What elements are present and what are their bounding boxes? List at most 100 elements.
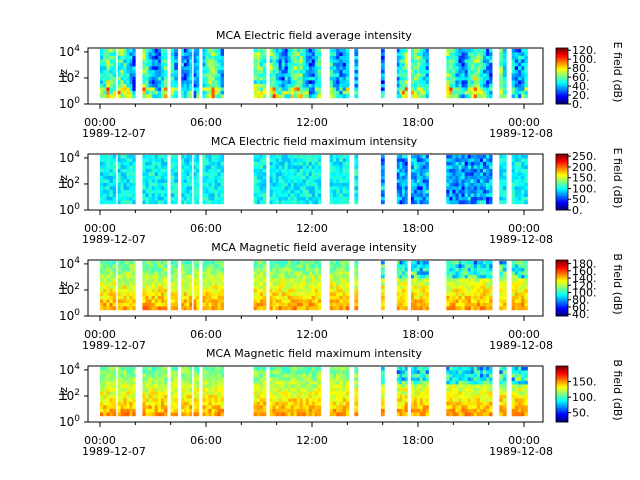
spectrogram-cell <box>464 288 469 293</box>
spectrogram-cell <box>196 295 200 300</box>
spectrogram-cell <box>157 285 162 290</box>
spectrogram-cell <box>103 387 107 392</box>
spectrogram-cell <box>186 278 190 283</box>
spectrogram-cell <box>299 281 304 286</box>
spectrogram-cell <box>170 267 175 272</box>
spectrogram-cell <box>511 260 516 265</box>
spectrogram-cell <box>174 189 179 194</box>
spectrogram-cell <box>214 292 218 297</box>
spectrogram-cell <box>174 196 179 201</box>
spectrogram-cell <box>174 285 179 290</box>
spectrogram-cell <box>329 172 334 177</box>
spectrogram-cell <box>214 370 218 375</box>
spectrogram-cell <box>151 59 156 64</box>
spectrogram-cell <box>396 76 400 81</box>
spectrogram-cell <box>299 186 304 191</box>
spectrogram-cell <box>476 80 481 85</box>
spectrogram-cell <box>214 80 218 85</box>
spectrogram-cell <box>174 154 179 159</box>
spectrogram-cell <box>183 94 187 99</box>
spectrogram-cell <box>499 182 504 187</box>
spectrogram-cell <box>502 179 507 184</box>
spectrogram-cell <box>499 83 504 88</box>
spectrogram-cell <box>305 412 310 417</box>
spectrogram-cell <box>181 179 185 184</box>
spectrogram-cell <box>299 267 304 272</box>
spectrogram-cell <box>293 401 298 406</box>
spectrogram-cell <box>164 370 168 375</box>
spectrogram-cell <box>123 384 127 389</box>
spectrogram-cell <box>157 405 162 410</box>
spectrogram-cell <box>164 73 168 78</box>
spectrogram-cell <box>410 172 415 177</box>
spectrogram-cell <box>170 271 175 276</box>
spectrogram-cell <box>287 165 291 170</box>
spectrogram-cell <box>129 161 133 166</box>
spectrogram-cell <box>308 94 313 99</box>
spectrogram-cell <box>129 302 133 307</box>
spectrogram-cell <box>410 267 415 272</box>
spectrogram-cell <box>202 172 206 177</box>
spectrogram-cell <box>470 186 475 191</box>
spectrogram-cell <box>275 391 279 396</box>
spectrogram-cell <box>126 260 130 265</box>
spectrogram-cell <box>284 401 288 406</box>
spectrogram-cell <box>422 172 426 177</box>
spectrogram-cell <box>311 161 316 166</box>
spectrogram-cell <box>154 306 159 311</box>
spectrogram-cell <box>396 83 400 88</box>
spectrogram-cell <box>511 306 516 311</box>
spectrogram-cell <box>269 90 273 95</box>
spectrogram-cell <box>269 55 273 60</box>
spectrogram-cell <box>476 267 481 272</box>
spectrogram-cell <box>476 302 481 307</box>
spectrogram-cell <box>157 306 162 311</box>
spectrogram-cell <box>151 182 156 187</box>
spectrogram-cell <box>151 281 156 286</box>
spectrogram-cell <box>461 264 465 269</box>
spectrogram-cell <box>202 271 206 276</box>
spectrogram-cell <box>259 408 264 413</box>
spectrogram-cell <box>299 94 304 99</box>
spectrogram-cell <box>336 165 340 170</box>
spectrogram-cell <box>220 299 224 304</box>
spectrogram-cell <box>109 302 114 307</box>
spectrogram-cell <box>425 267 429 272</box>
spectrogram-cell <box>339 260 343 265</box>
spectrogram-cell <box>100 401 104 406</box>
spectrogram-cell <box>211 278 215 283</box>
spectrogram-cell <box>123 154 127 159</box>
spectrogram-cell <box>449 189 453 194</box>
spectrogram-cell <box>281 288 285 293</box>
spectrogram-cell <box>467 189 472 194</box>
spectrogram-cell <box>256 161 261 166</box>
date-label-end: 1989-12-08 <box>489 127 553 140</box>
spectrogram-cell <box>464 292 469 297</box>
spectrogram-cell <box>483 69 487 74</box>
spectrogram-cell <box>404 172 408 177</box>
spectrogram-cell <box>154 281 159 286</box>
spectrogram-cell <box>256 401 261 406</box>
spectrogram-cell <box>455 299 459 304</box>
spectrogram-cell <box>164 172 168 177</box>
spectrogram-cell <box>514 55 519 60</box>
spectrogram-cell <box>524 52 528 57</box>
spectrogram-cell <box>123 366 127 371</box>
spectrogram-cell <box>470 285 475 290</box>
spectrogram-cell <box>120 158 124 163</box>
spectrogram-cell <box>183 384 187 389</box>
spectrogram-cell <box>521 158 525 163</box>
spectrogram-cell <box>416 182 421 187</box>
spectrogram-cell <box>521 179 525 184</box>
spectrogram-cell <box>296 52 301 57</box>
spectrogram-cell <box>123 306 127 311</box>
spectrogram-cell <box>123 172 127 177</box>
spectrogram-cell <box>281 66 285 71</box>
spectrogram-cell <box>109 172 114 177</box>
spectrogram-cell <box>183 80 187 85</box>
spectrogram-cell <box>278 306 282 311</box>
spectrogram-cell <box>455 172 459 177</box>
spectrogram-cell <box>296 387 301 392</box>
colorbar: 120.100.80.60.40.20.0.E field (dB) <box>555 42 624 111</box>
spectrogram-cell <box>287 66 291 71</box>
